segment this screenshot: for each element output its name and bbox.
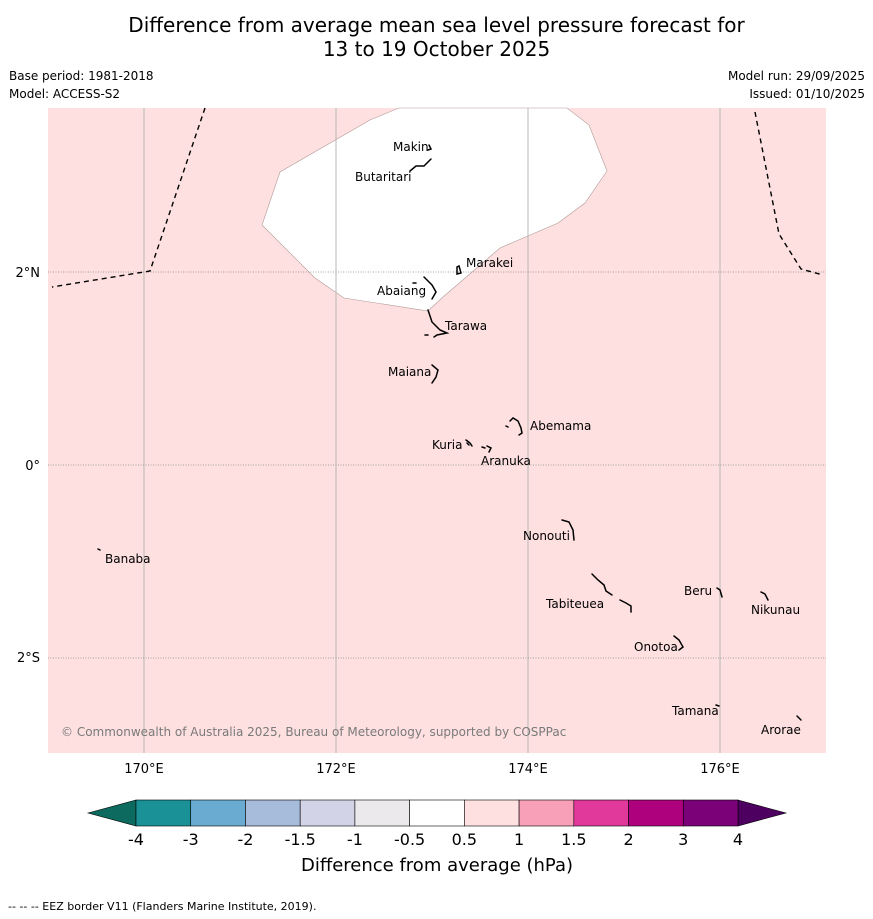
colorbar-segment xyxy=(573,799,629,827)
label-abemama: Abemama xyxy=(530,419,591,433)
colorbar-tick-label: 2 xyxy=(623,830,633,849)
label-beru: Beru xyxy=(684,584,712,598)
island-kuria xyxy=(465,439,473,447)
colorbar-segments xyxy=(135,799,739,827)
meridian-lines xyxy=(143,108,721,753)
label-nonouti: Nonouti xyxy=(523,529,570,543)
island-beru xyxy=(716,587,723,598)
label-abaiang: Abaiang xyxy=(377,284,426,298)
label-makin: Makin xyxy=(393,140,429,154)
copyright-notice: © Commonwealth of Australia 2025, Bureau… xyxy=(61,725,566,739)
label-butaritari: Butaritari xyxy=(355,170,412,184)
eez-footnote: -- -- -- EEZ border V11 (Flanders Marine… xyxy=(8,900,317,913)
colorbar-tick-label: 1 xyxy=(514,830,524,849)
lat-tick-2s: 2°S xyxy=(17,651,40,666)
colorbar-tick-label: -0.5 xyxy=(394,830,425,849)
map-title-line2: 13 to 19 October 2025 xyxy=(322,37,551,61)
lon-tick-172e: 172°E xyxy=(316,762,356,777)
label-banaba: Banaba xyxy=(105,552,151,566)
place-labels: Makin Butaritari Marakei Abaiang Tarawa … xyxy=(105,140,801,737)
island-onotoa xyxy=(673,635,684,651)
lat-tick-0: 0° xyxy=(25,459,40,474)
map-title-line1: Difference from average mean sea level p… xyxy=(128,13,745,37)
colorbar-title: Difference from average (hPa) xyxy=(301,855,573,876)
model-text: Model: ACCESS-S2 xyxy=(9,87,121,101)
colorbar-tick-label: 3 xyxy=(678,830,688,849)
colorbar-tick-label: -1.5 xyxy=(285,830,316,849)
eez-border-west xyxy=(51,107,206,288)
label-arorae: Arorae xyxy=(761,723,801,737)
parallel-lines xyxy=(48,271,826,659)
island-tarawa xyxy=(424,309,450,338)
colorbar-tick-label: -3 xyxy=(183,830,199,849)
island-tabiteuea xyxy=(591,573,632,613)
lon-tick-174e: 174°E xyxy=(508,762,548,777)
island-marakei xyxy=(456,264,462,275)
label-tabiteuea: Tabiteuea xyxy=(545,597,604,611)
island-nonouti xyxy=(561,519,575,541)
island-makin xyxy=(427,144,433,151)
colorbar-segment xyxy=(299,799,356,827)
label-nikunau: Nikunau xyxy=(751,603,800,617)
colorbar-segment xyxy=(464,799,520,827)
island-nikunau xyxy=(760,591,769,601)
colorbar-segment xyxy=(518,799,575,827)
colorbar-segment xyxy=(409,799,465,827)
colorbar: -4 -3 -2 -1.5 -1 -0.5 0.5 1 1.5 2 3 4 Difference fr… xyxy=(86,799,788,876)
colorbar-over-arrow xyxy=(737,799,788,827)
issued-text: Issued: 01/10/2025 xyxy=(749,87,865,101)
colorbar-segment xyxy=(354,799,410,827)
colorbar-under-arrow xyxy=(86,799,137,827)
label-kuria: Kuria xyxy=(432,438,463,452)
colorbar-segment xyxy=(245,799,301,827)
island-maiana xyxy=(431,364,439,384)
lat-tick-2n: 2°N xyxy=(16,266,41,281)
label-maiana: Maiana xyxy=(388,365,431,379)
base-period-text: Base period: 1981-2018 xyxy=(9,69,154,83)
model-run-text: Model run: 29/09/2025 xyxy=(727,69,865,83)
label-tamana: Tamana xyxy=(671,704,719,718)
colorbar-segment xyxy=(135,799,192,827)
label-onotoa: Onotoa xyxy=(634,640,678,654)
colorbar-segment xyxy=(682,799,739,827)
island-butaritari xyxy=(409,158,432,172)
colorbar-tick-label: 0.5 xyxy=(452,830,477,849)
colorbar-segment xyxy=(628,799,684,827)
colorbar-tick-label: -2 xyxy=(237,830,253,849)
lon-tick-176e: 176°E xyxy=(700,762,740,777)
island-outlines xyxy=(97,144,802,721)
colorbar-segment xyxy=(190,799,246,827)
island-arorae xyxy=(796,715,802,721)
island-abemama xyxy=(505,417,523,436)
colorbar-tick-label: 1.5 xyxy=(561,830,586,849)
colorbar-tick-label: 4 xyxy=(733,830,743,849)
near-average-region xyxy=(261,107,608,312)
label-aranuka: Aranuka xyxy=(481,454,531,468)
island-banaba xyxy=(97,548,101,551)
eez-border xyxy=(51,107,824,288)
eez-border-east xyxy=(754,111,824,276)
colorbar-tick-label: -4 xyxy=(128,830,144,849)
colorbar-tick-labels: -4 -3 -2 -1.5 -1 -0.5 0.5 1 1.5 2 3 4 xyxy=(128,830,743,849)
label-tarawa: Tarawa xyxy=(444,319,487,333)
lon-tick-170e: 170°E xyxy=(124,762,164,777)
label-marakei: Marakei xyxy=(466,256,513,270)
colorbar-tick-label: -1 xyxy=(347,830,363,849)
island-tamana xyxy=(715,704,720,707)
island-aranuka xyxy=(481,445,493,453)
island-abaiang xyxy=(412,276,437,300)
